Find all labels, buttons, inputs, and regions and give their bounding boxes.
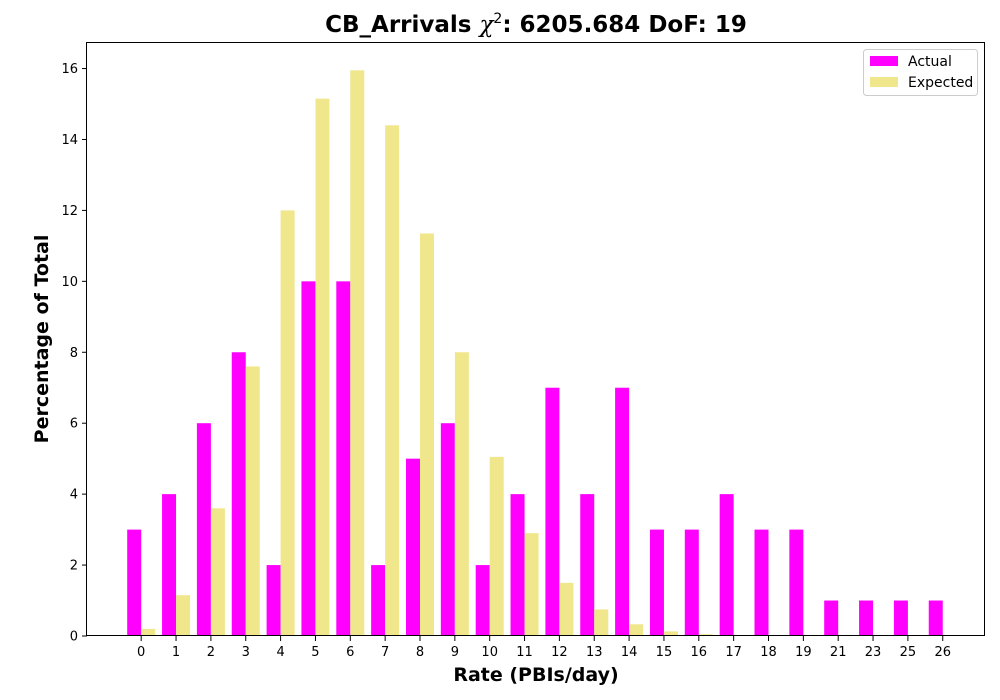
x-tick-label: 15 bbox=[656, 645, 673, 660]
x-tick-label: 17 bbox=[725, 645, 742, 660]
bar-actual-4 bbox=[266, 565, 281, 636]
bar-actual-21 bbox=[824, 600, 839, 636]
x-tick-label: 10 bbox=[481, 645, 498, 660]
bar-actual-6 bbox=[336, 281, 351, 636]
bar-actual-12 bbox=[545, 387, 560, 636]
bar-actual-26 bbox=[928, 600, 943, 636]
x-tick-label: 11 bbox=[516, 645, 533, 660]
bar-actual-17 bbox=[719, 494, 734, 636]
y-axis-title: Percentage of Total bbox=[31, 235, 53, 444]
x-axis-ticks: 0 1 2 3 4 5 6 7 8 9 10 11 12 13 14 15 16 17 18 19 21 23 25 26 bbox=[137, 636, 951, 660]
legend-label-actual: Actual bbox=[908, 54, 952, 70]
x-tick-label: 1 bbox=[172, 645, 180, 660]
y-tick-label: 8 bbox=[70, 346, 78, 361]
bar-actual-19 bbox=[789, 529, 804, 636]
x-tick-label: 4 bbox=[276, 645, 284, 660]
x-tick-label: 8 bbox=[416, 645, 424, 660]
chart-title: CB_Arrivals χ2: 6205.684 DoF: 19 bbox=[325, 11, 747, 38]
bar-actual-7 bbox=[371, 565, 386, 636]
bar-expected-14 bbox=[629, 624, 644, 636]
bar-actual-16 bbox=[684, 529, 699, 636]
x-tick-label: 18 bbox=[760, 645, 777, 660]
bar-actual-0 bbox=[127, 529, 142, 636]
x-tick-label: 0 bbox=[137, 645, 145, 660]
legend-swatch-expected bbox=[870, 77, 898, 87]
bar-actual-10 bbox=[475, 565, 490, 636]
x-axis-title: Rate (PBIs/day) bbox=[453, 664, 618, 686]
bar-expected-4 bbox=[280, 210, 295, 636]
x-tick-label: 2 bbox=[207, 645, 215, 660]
bar-expected-13 bbox=[594, 609, 609, 636]
bar-expected-9 bbox=[454, 352, 469, 636]
bar-expected-5 bbox=[315, 98, 330, 637]
bar-expected-12 bbox=[559, 582, 574, 636]
bar-actual-11 bbox=[510, 494, 525, 636]
y-tick-label: 12 bbox=[61, 204, 78, 219]
bar-actual-18 bbox=[754, 529, 769, 636]
x-tick-label: 14 bbox=[621, 645, 638, 660]
bar-actual-25 bbox=[893, 600, 908, 636]
x-tick-label: 26 bbox=[934, 645, 951, 660]
x-tick-label: 21 bbox=[830, 645, 847, 660]
y-tick-label: 0 bbox=[70, 630, 78, 645]
x-tick-label: 12 bbox=[551, 645, 568, 660]
bar-actual-9 bbox=[440, 423, 455, 636]
bar-actual-15 bbox=[649, 529, 664, 636]
bar-expected-7 bbox=[385, 125, 400, 636]
legend: Actual Expected bbox=[863, 49, 978, 96]
y-axis-ticks: 0 2 4 6 8 10 12 14 16 bbox=[61, 62, 87, 645]
legend-label-expected: Expected bbox=[908, 75, 973, 91]
y-tick-label: 2 bbox=[70, 559, 78, 574]
bar-actual-8 bbox=[406, 458, 420, 636]
x-tick-label: 6 bbox=[346, 645, 354, 660]
bar-expected-6 bbox=[350, 70, 365, 636]
x-tick-label: 7 bbox=[381, 645, 389, 660]
y-tick-label: 16 bbox=[61, 62, 78, 77]
bar-actual-1 bbox=[162, 494, 177, 636]
bar-expected-3 bbox=[245, 366, 260, 636]
legend-swatch-actual bbox=[870, 56, 898, 66]
bar-expected-15 bbox=[663, 631, 678, 636]
bar-expected-2 bbox=[210, 508, 225, 636]
x-tick-label: 5 bbox=[311, 645, 319, 660]
bar-expected-1 bbox=[176, 595, 191, 636]
bar-actual-2 bbox=[196, 423, 211, 636]
bar-expected-8 bbox=[420, 233, 434, 636]
y-tick-label: 6 bbox=[70, 417, 78, 432]
x-tick-label: 19 bbox=[795, 645, 812, 660]
bar-actual-3 bbox=[231, 352, 246, 636]
bar-expected-0 bbox=[141, 628, 156, 636]
bar-actual-23 bbox=[859, 600, 874, 636]
y-tick-label: 4 bbox=[70, 488, 78, 503]
x-tick-label: 25 bbox=[900, 645, 917, 660]
bar-actual-5 bbox=[301, 281, 316, 636]
x-tick-label: 3 bbox=[242, 645, 250, 660]
bar-expected-10 bbox=[489, 456, 504, 636]
y-tick-label: 10 bbox=[61, 275, 78, 290]
x-tick-label: 9 bbox=[451, 645, 459, 660]
y-tick-label: 14 bbox=[61, 133, 78, 148]
x-tick-label: 23 bbox=[865, 645, 882, 660]
bar-expected-11 bbox=[524, 533, 539, 636]
x-tick-label: 13 bbox=[586, 645, 603, 660]
bar-actual-13 bbox=[580, 494, 595, 636]
bar-actual-14 bbox=[615, 387, 630, 636]
bars-group bbox=[127, 70, 943, 637]
plot-frame bbox=[86, 42, 985, 636]
x-tick-label: 16 bbox=[691, 645, 708, 660]
